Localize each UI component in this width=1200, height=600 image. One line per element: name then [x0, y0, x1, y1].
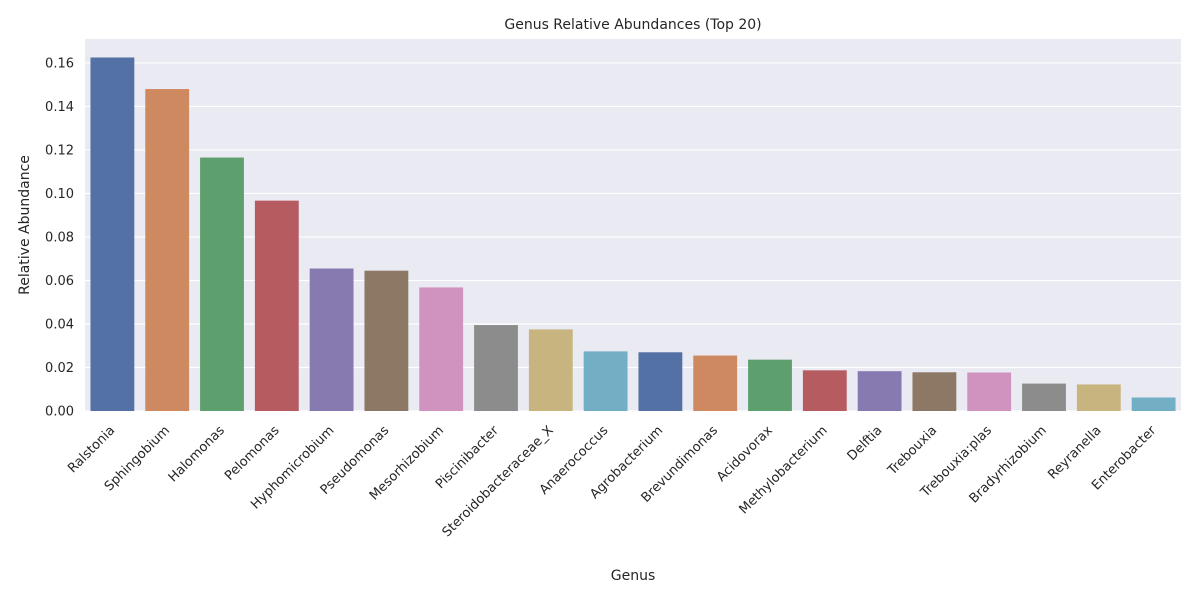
bar-bradyrhizobium	[1022, 383, 1066, 411]
x-tick-label: Steroidobacteraceae_X	[440, 423, 557, 540]
x-tick-label: Trebouxia	[884, 423, 940, 479]
bar-anaerococcus	[583, 351, 628, 411]
y-tick-label: 0.16	[45, 56, 74, 71]
bar-delftia	[857, 371, 902, 411]
plot-background	[85, 39, 1181, 411]
bar-piscinibacter	[474, 325, 518, 411]
y-axis-ticks: 0.00 0.02 0.04 0.06 0.08 0.10 0.12 0.14 0.16	[45, 56, 74, 419]
x-tick-label: Ralstonia	[65, 423, 118, 476]
bar-agrobacterium	[638, 352, 683, 411]
bar-steroidobacteraceae-x	[528, 329, 573, 411]
x-axis-label: Genus	[611, 568, 656, 584]
bar-trebouxia-plas	[967, 372, 1012, 411]
x-tick-label: Reyranella	[1045, 423, 1104, 482]
bar-methylobacterium	[802, 370, 847, 411]
bar-pseudomonas	[364, 270, 409, 411]
bar-pelomonas	[254, 200, 299, 411]
bar-reyranella	[1076, 384, 1121, 411]
bar-hyphomicrobium	[309, 268, 354, 411]
y-tick-label: 0.04	[45, 317, 74, 332]
bars	[90, 57, 1176, 412]
y-tick-label: 0.06	[45, 274, 74, 289]
y-tick-label: 0.08	[45, 230, 74, 245]
bar-ralstonia	[90, 57, 135, 412]
y-tick-label: 0.02	[45, 361, 74, 376]
bar-sphingobium	[145, 89, 190, 411]
bar-halomonas	[200, 157, 244, 411]
bar-brevundimonas	[693, 355, 738, 411]
y-tick-label: 0.12	[45, 143, 74, 158]
y-axis-label: Relative Abundance	[17, 155, 33, 295]
bar-mesorhizobium	[419, 287, 464, 411]
bar-trebouxia	[912, 372, 957, 411]
x-axis-ticks: RalstoniaSphingobiumHalomonasPelomonasHy…	[65, 423, 1160, 540]
x-tick-label: Pelomonas	[222, 423, 283, 484]
y-tick-label: 0.14	[45, 100, 74, 115]
bar-enterobacter	[1131, 397, 1176, 411]
y-tick-label: 0.10	[45, 187, 74, 202]
bar-acidovorax	[748, 359, 792, 411]
chart-title: Genus Relative Abundances (Top 20)	[504, 17, 761, 33]
x-tick-label: Halomonas	[166, 423, 228, 485]
y-tick-label: 0.00	[45, 405, 74, 420]
x-tick-label: Delftia	[845, 423, 886, 464]
